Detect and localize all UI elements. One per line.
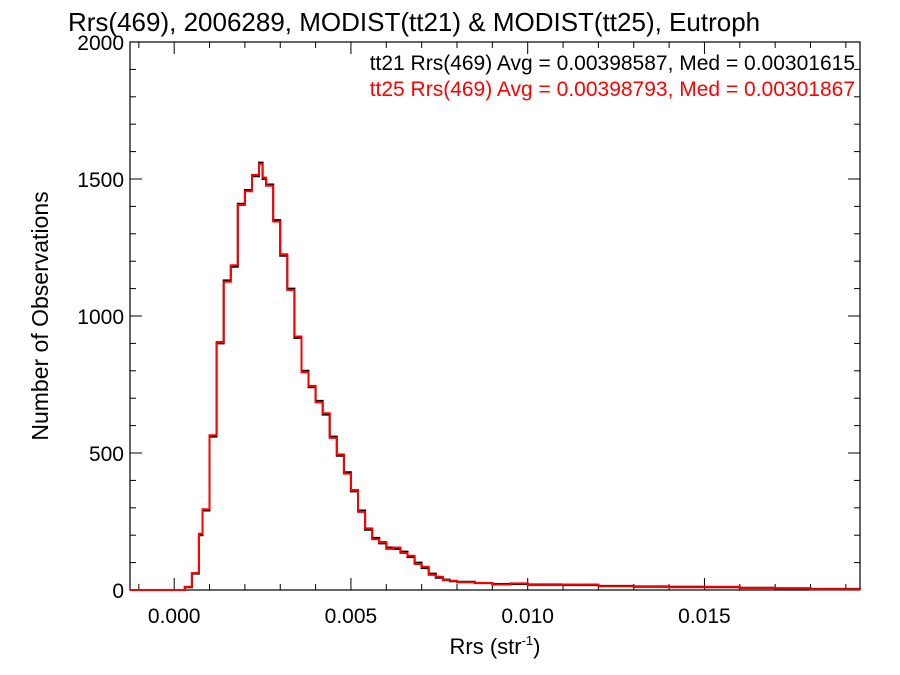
chart-title: Rrs(469), 2006289, MODIST(tt21) & MODIST… <box>68 7 761 37</box>
y-tick-label: 2000 <box>77 32 124 55</box>
y-axis-label: Number of Observations <box>27 191 53 440</box>
y-tick-label: 1000 <box>77 306 124 329</box>
y-tick-label: 1500 <box>77 169 124 192</box>
legend-annotation-tt21: tt21 Rrs(469) Avg = 0.00398587, Med = 0.… <box>370 52 855 75</box>
plot-frame <box>129 41 861 591</box>
series-line-tt25 <box>130 162 861 591</box>
x-tick-label: 0.010 <box>501 605 554 628</box>
x-axis-label-main: Rrs (str <box>450 634 522 659</box>
x-tick-label: 0.015 <box>678 605 731 628</box>
legend-annotation-tt25: tt25 Rrs(469) Avg = 0.00398793, Med = 0.… <box>370 78 855 101</box>
x-tick-label: 0.005 <box>325 605 378 628</box>
x-axis-label: Rrs (str-1) <box>450 633 541 659</box>
y-tick-label: 0 <box>112 580 124 603</box>
y-tick-label: 500 <box>89 443 124 466</box>
x-axis-label-close: ) <box>533 634 540 659</box>
series-line-tt21 <box>130 161 861 591</box>
x-axis-label-sup: -1 <box>522 633 534 648</box>
x-tick-label: 0.000 <box>148 605 201 628</box>
